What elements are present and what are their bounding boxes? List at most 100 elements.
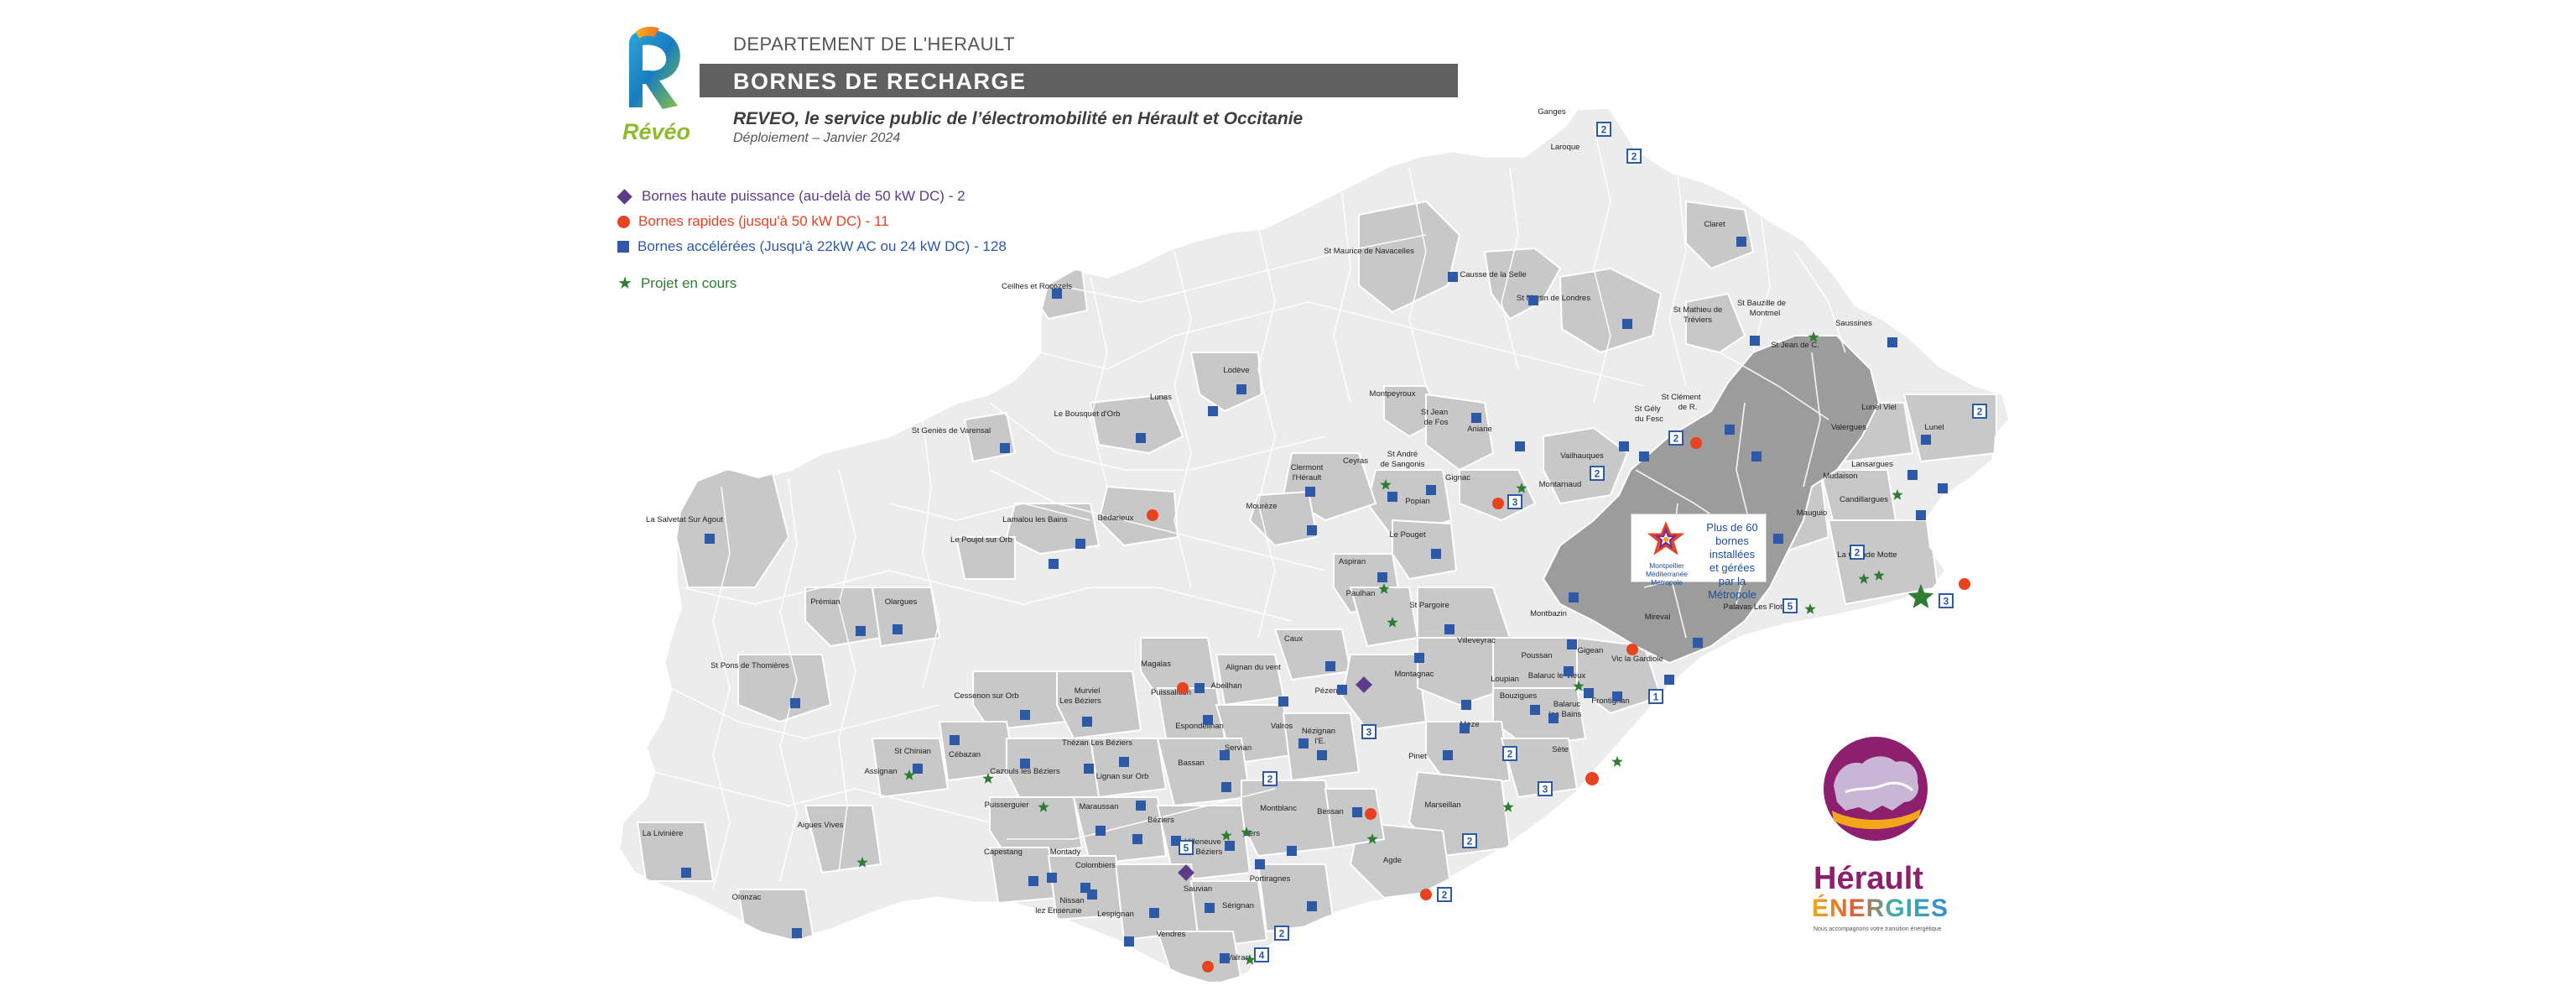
fast-charger-marker[interactable] [1959,578,1970,590]
accelerated-charger-marker[interactable] [1082,717,1092,727]
project-marker[interactable] [982,773,994,784]
accelerated-charger-marker[interactable] [1612,691,1622,702]
accelerated-charger-marker[interactable] [1203,715,1213,725]
accelerated-charger-marker[interactable] [1075,539,1085,549]
fast-charger-marker[interactable] [1420,889,1432,900]
accelerated-charger-marker[interactable] [1693,638,1703,648]
project-marker[interactable] [1892,489,1903,500]
charger-count-marker[interactable]: 2 [1262,771,1278,786]
accelerated-charger-marker[interactable] [1431,549,1441,559]
accelerated-charger-marker[interactable] [1020,710,1030,720]
high-power-charger-marker[interactable] [1178,864,1194,881]
accelerated-charger-marker[interactable] [1773,534,1783,544]
charger-count-marker[interactable]: 3 [1538,781,1553,796]
accelerated-charger-marker[interactable] [1461,700,1471,710]
charger-count-marker[interactable]: 2 [1502,746,1517,761]
accelerated-charger-marker[interactable] [1751,451,1762,462]
accelerated-charger-marker[interactable] [1194,683,1205,693]
accelerated-charger-marker[interactable] [1136,801,1146,811]
project-marker[interactable] [903,769,915,780]
accelerated-charger-marker[interactable] [790,698,800,708]
accelerated-charger-marker[interactable] [1377,572,1387,582]
project-marker[interactable] [1366,833,1378,844]
accelerated-charger-marker[interactable] [1298,738,1309,748]
accelerated-charger-marker[interactable] [681,868,691,878]
project-marker[interactable] [1387,617,1398,628]
project-marker[interactable] [1241,827,1252,837]
charger-count-marker[interactable]: 2 [1462,833,1477,848]
accelerated-charger-marker[interactable] [1124,936,1134,947]
accelerated-charger-marker[interactable] [1725,425,1735,435]
accelerated-charger-marker[interactable] [1287,846,1297,856]
accelerated-charger-marker[interactable] [1255,859,1265,869]
charger-count-marker[interactable]: 2 [1437,887,1452,902]
accelerated-charger-marker[interactable] [792,928,802,938]
project-marker[interactable] [1502,801,1514,812]
accelerated-charger-marker[interactable] [1515,441,1525,451]
accelerated-charger-marker[interactable] [1352,807,1362,817]
fast-charger-marker[interactable] [1626,644,1638,655]
accelerated-charger-marker[interactable] [1426,485,1436,495]
accelerated-charger-marker[interactable] [1225,841,1235,851]
project-marker[interactable] [1516,482,1527,493]
accelerated-charger-marker[interactable] [1622,319,1632,329]
accelerated-charger-marker[interactable] [1567,639,1577,649]
charger-count-marker[interactable]: 3 [1507,494,1522,509]
accelerated-charger-marker[interactable] [1307,901,1317,911]
accelerated-charger-marker[interactable] [1460,723,1470,733]
fast-charger-count-marker[interactable] [1585,772,1599,785]
charger-count-marker[interactable]: 2 [1668,430,1684,446]
accelerated-charger-marker[interactable] [1317,750,1327,760]
high-power-charger-marker[interactable] [1356,676,1372,693]
accelerated-charger-marker[interactable] [1639,451,1649,462]
project-marker[interactable] [1244,954,1256,965]
project-marker[interactable] [1573,681,1585,691]
charger-count-marker[interactable]: 3 [1939,593,1954,608]
accelerated-charger-marker[interactable] [1569,592,1579,602]
fast-charger-marker[interactable] [1365,808,1376,820]
accelerated-charger-marker[interactable] [1000,443,1010,453]
accelerated-charger-marker[interactable] [1750,336,1760,346]
accelerated-charger-marker[interactable] [1584,688,1594,698]
accelerated-charger-marker[interactable] [1564,666,1574,676]
fast-charger-marker[interactable] [1147,509,1158,521]
project-marker-large[interactable] [1907,584,1934,608]
accelerated-charger-marker[interactable] [1387,492,1397,502]
accelerated-charger-marker[interactable] [1907,470,1918,480]
accelerated-charger-marker[interactable] [1887,337,1897,347]
charger-count-marker[interactable]: 2 [1590,466,1605,481]
project-marker[interactable] [1804,603,1816,614]
accelerated-charger-marker[interactable] [1087,889,1097,900]
charger-count-marker[interactable]: 3 [1361,724,1376,739]
charger-count-marker[interactable]: 5 [1782,598,1798,613]
accelerated-charger-marker[interactable] [1220,750,1230,760]
accelerated-charger-marker[interactable] [1220,953,1230,963]
accelerated-charger-marker[interactable] [1443,750,1453,760]
accelerated-charger-marker[interactable] [1305,487,1315,497]
accelerated-charger-marker[interactable] [1530,705,1540,715]
project-marker[interactable] [856,857,868,868]
project-marker[interactable] [1858,573,1870,584]
accelerated-charger-marker[interactable] [1020,759,1030,769]
project-marker[interactable] [1808,331,1819,342]
charger-count-marker[interactable]: 4 [1254,947,1269,962]
accelerated-charger-marker[interactable] [1619,441,1629,451]
accelerated-charger-marker[interactable] [892,624,903,634]
accelerated-charger-marker[interactable] [1136,433,1146,443]
accelerated-charger-marker[interactable] [1548,713,1559,723]
accelerated-charger-marker[interactable] [1325,661,1335,671]
charger-count-marker[interactable]: 2 [1850,545,1865,560]
charger-count-marker[interactable]: 1 [1648,689,1663,704]
accelerated-charger-marker[interactable] [1736,237,1746,247]
accelerated-charger-marker[interactable] [1132,834,1142,844]
accelerated-charger-marker[interactable] [1337,685,1347,695]
accelerated-charger-marker[interactable] [1916,510,1926,520]
project-marker[interactable] [1220,830,1232,841]
accelerated-charger-marker[interactable] [1208,406,1218,416]
accelerated-charger-marker[interactable] [1221,782,1231,792]
accelerated-charger-marker[interactable] [1921,435,1931,445]
accelerated-charger-marker[interactable] [1444,624,1455,634]
accelerated-charger-marker[interactable] [1664,675,1674,685]
fast-charger-marker[interactable] [1202,961,1214,973]
accelerated-charger-marker[interactable] [1938,483,1948,493]
